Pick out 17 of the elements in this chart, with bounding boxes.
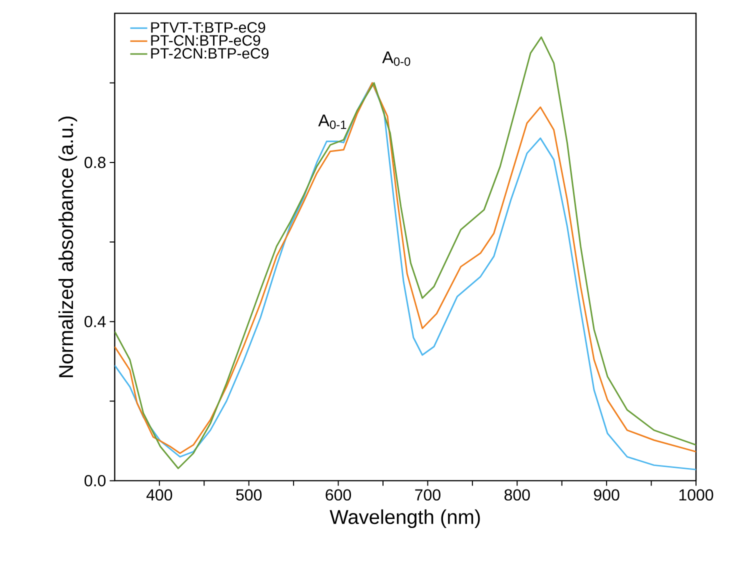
x-tick-label: 1000	[679, 489, 714, 501]
x-axis-title: Wavelength (nm)	[330, 509, 480, 528]
y-tick-label: 0.8	[84, 156, 106, 168]
x-tick-label: 900	[594, 489, 620, 501]
x-tick-label: 800	[504, 489, 530, 501]
x-tick-label: 700	[415, 489, 440, 501]
y-axis-title: Normalized absorbance (a.u.)	[58, 116, 78, 378]
legend-label: PTVT-T:BTP-eC9	[151, 22, 266, 33]
x-tick-label: 600	[326, 489, 352, 501]
y-tick-label: 0.4	[84, 316, 106, 328]
annotation: A$_{0-0}$	[382, 51, 410, 66]
legend-label: PT-2CN:BTP-eC9	[151, 48, 268, 59]
x-tick-label: 400	[146, 489, 172, 501]
y-tick-label: 0.0	[84, 475, 106, 486]
annotation: A$_{0-1}$	[318, 114, 346, 129]
legend-label: PT-CN:BTP-eC9	[151, 35, 260, 46]
x-tick-label: 500	[236, 489, 262, 501]
